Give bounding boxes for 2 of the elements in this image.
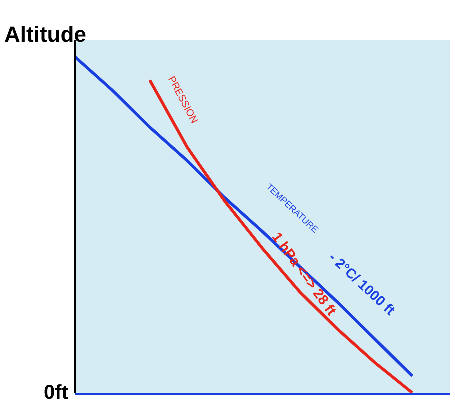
chart-title: Altitude <box>4 22 86 47</box>
text: 0ft <box>44 382 69 404</box>
